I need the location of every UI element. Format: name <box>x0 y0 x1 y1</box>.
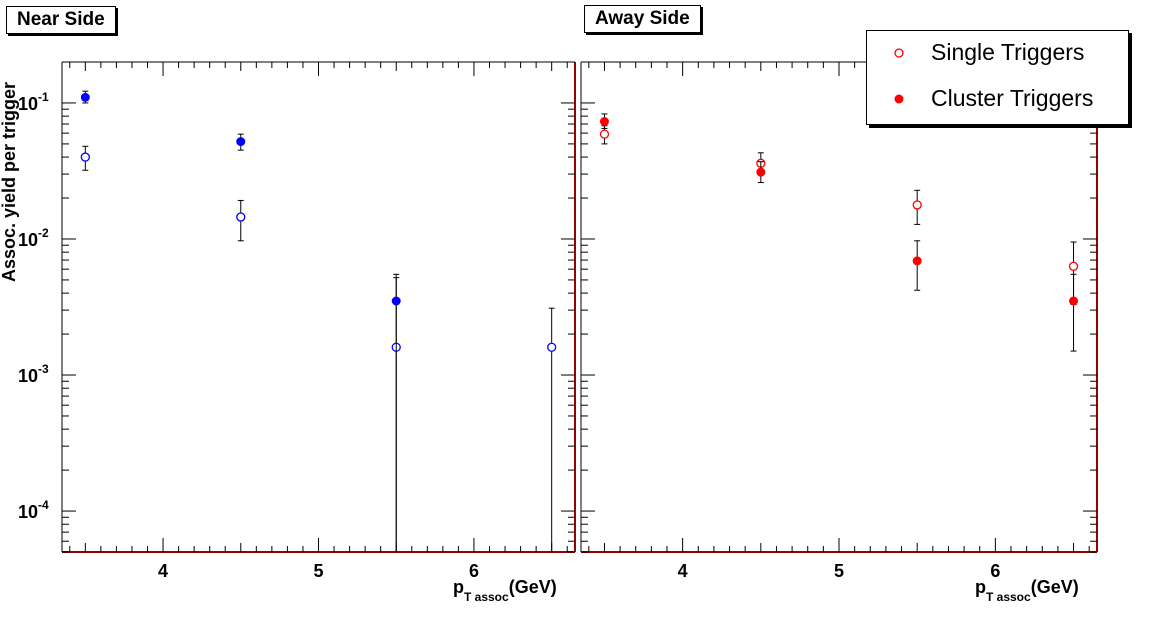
data-point-filled <box>756 167 766 177</box>
y-axis-title: Assoc. yield per trigger <box>0 82 19 282</box>
legend-item-cluster: Cluster Triggers <box>867 77 1128 121</box>
y-tick-label: 10-4 <box>18 498 49 522</box>
x-tick-label: 4 <box>158 561 168 581</box>
data-point-open <box>912 200 922 210</box>
data-point-open <box>236 212 246 222</box>
legend-item-single: Single Triggers <box>867 31 1128 75</box>
data-point-filled <box>236 137 246 147</box>
x-tick-label: 4 <box>678 561 688 581</box>
x-tick-label: 6 <box>469 561 479 581</box>
x-tick-label: 5 <box>834 561 844 581</box>
open-circle-marker-icon <box>894 48 904 58</box>
away-side-title: Away Side <box>584 5 701 33</box>
x-tick-label: 5 <box>313 561 323 581</box>
near-side-panel: 4 5 6 10-4 10-3 10-2 10-1 pT assoc(GeV) <box>18 61 576 604</box>
legend-label-cluster: Cluster Triggers <box>931 85 1094 111</box>
x-axis-title: pT assoc(GeV) <box>453 577 557 604</box>
away-side-panel: 4 5 6pT assoc(GeV) <box>580 61 1098 604</box>
data-point-filled <box>80 92 90 102</box>
y-tick-label: 10-3 <box>18 362 49 386</box>
x-axis-title: pT assoc(GeV) <box>975 577 1079 604</box>
data-point-filled <box>912 256 922 266</box>
data-point-filled <box>599 117 609 127</box>
filled-circle-marker-icon <box>894 94 904 104</box>
near-side-title: Near Side <box>6 6 116 34</box>
data-point-open <box>547 342 557 352</box>
y-tick-label: 10-2 <box>18 226 49 250</box>
x-tick-label: 6 <box>990 561 1000 581</box>
data-point-open <box>1068 261 1079 271</box>
data-point-filled <box>391 296 401 306</box>
legend: Single Triggers Cluster Triggers <box>866 30 1129 125</box>
data-point-filled <box>1069 296 1079 306</box>
legend-label-single: Single Triggers <box>931 39 1085 65</box>
y-tick-label: 10-1 <box>18 90 49 114</box>
data-point-open <box>80 152 90 162</box>
data-point-open <box>599 129 610 139</box>
